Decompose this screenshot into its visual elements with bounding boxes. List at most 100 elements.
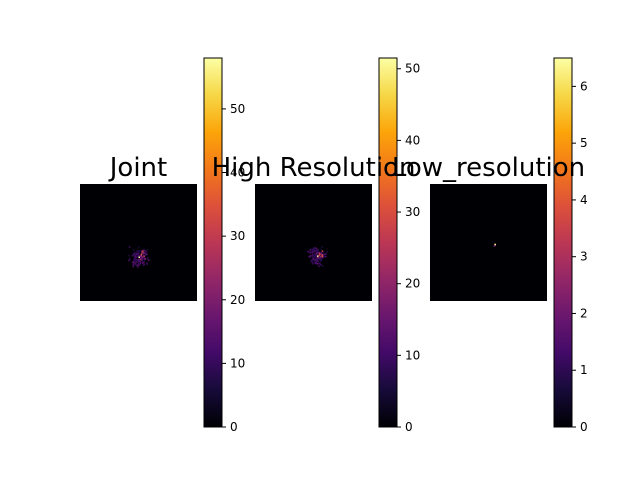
heatmap-pixel — [133, 259, 135, 262]
heatmap-pixel — [143, 252, 145, 255]
heatmap-pixel — [313, 251, 315, 253]
heatmap-pixel — [313, 249, 315, 251]
heatmap-pixel — [131, 261, 134, 263]
heatmap-pixel — [316, 251, 318, 254]
heatmap-pixel — [315, 250, 317, 252]
panel-low-resolution: 0 1 2 3 4 5 6 Low_resolution — [392, 57, 588, 434]
heatmap-pixel — [141, 252, 143, 254]
heatmap-pixel — [315, 254, 317, 256]
heatmap-pixel — [318, 252, 320, 254]
heatmap-pixel — [146, 258, 149, 261]
heatmap-pixel — [141, 261, 144, 264]
heatmap-pixel — [128, 246, 131, 248]
heatmap-pixel — [142, 257, 145, 260]
heatmap-pixel — [140, 257, 142, 259]
heatmap-pixel — [325, 253, 327, 255]
panel-joint: Joint 0 10 20 30 40 50 — [80, 57, 245, 434]
heatmap-pixel — [316, 252, 318, 255]
heatmap-pixel — [321, 254, 323, 257]
heatmap-pixel — [133, 251, 136, 253]
heatmap-pixel — [145, 250, 147, 253]
heatmap-pixel — [139, 259, 142, 262]
heatmap-pixel — [310, 259, 313, 261]
heatmap-pixel — [137, 258, 139, 261]
heatmap-joint — [80, 184, 197, 301]
heatmap-pixel — [148, 259, 150, 261]
heatmap-pixel — [321, 252, 323, 254]
heatmap-pixel — [141, 250, 143, 253]
heatmap-pixel — [136, 255, 138, 257]
heatmap-pixel — [316, 263, 318, 266]
colorbar-ticks-high-resolution: 0 10 20 30 40 50 — [397, 62, 420, 434]
heatmap-pixel — [141, 257, 144, 260]
heatmap-pixel — [321, 250, 324, 252]
heatmap-pixel — [318, 258, 320, 260]
heatmap-pixel — [315, 260, 317, 262]
heatmap-pixel — [143, 259, 145, 261]
heatmap-pixel — [142, 251, 144, 253]
heatmap-pixel — [140, 253, 143, 255]
heatmap-pixel — [132, 263, 135, 265]
heatmap-pixel — [132, 265, 135, 268]
heatmap-pixel — [308, 252, 311, 254]
heatmap-pixel — [141, 259, 143, 261]
heatmap-pixel — [319, 260, 322, 262]
heatmap-pixel — [137, 253, 140, 256]
heatmap-pixel — [139, 260, 141, 263]
heatmap-pixel — [135, 252, 137, 254]
heatmap-pixel — [311, 255, 313, 257]
heatmap-pixel — [138, 255, 140, 257]
heatmap-pixel — [323, 251, 325, 253]
heatmap-pixel — [144, 253, 146, 255]
colorbar-tick-label: 40 — [230, 166, 245, 180]
heatmap-pixel — [134, 257, 137, 259]
heatmap-pixel — [132, 254, 134, 256]
heatmap-pixel — [311, 249, 314, 251]
heatmap-high-resolution-pixels — [307, 246, 328, 267]
heatmap-pixel — [136, 253, 139, 256]
heatmap-pixel — [316, 262, 319, 265]
heatmap-pixel — [138, 262, 141, 264]
heatmap-pixel — [134, 253, 137, 255]
heatmap-pixel — [309, 249, 312, 251]
heatmap-pixel — [146, 249, 149, 251]
heatmap-pixel — [136, 250, 138, 253]
heatmap-pixel — [317, 255, 319, 257]
heatmap-pixel — [318, 255, 320, 257]
heatmap-pixel — [132, 249, 135, 251]
heatmap-pixel — [310, 256, 312, 258]
heatmap-pixel — [146, 262, 148, 265]
heatmap-pixel — [140, 254, 143, 256]
heatmap-pixel — [137, 260, 140, 262]
colorbar-tick-label: 1 — [580, 363, 588, 377]
heatmap-pixel — [317, 251, 320, 253]
heatmap-pixel — [147, 257, 149, 259]
heatmap-pixel — [320, 251, 322, 254]
colorbar-tick-label: 10 — [405, 348, 420, 362]
heatmap-pixel — [141, 256, 144, 258]
colorbar-tick-label: 20 — [405, 277, 420, 291]
heatmap-pixel — [317, 248, 319, 251]
heatmap-pixel — [137, 264, 140, 266]
heatmap-pixel — [138, 256, 140, 258]
heatmap-pixel — [318, 265, 320, 267]
heatmap-high-resolution — [255, 184, 372, 301]
heatmap-pixel — [139, 258, 142, 261]
heatmap-pixel — [321, 246, 323, 248]
colorbar-tick-label: 0 — [230, 420, 238, 434]
heatmap-pixel — [136, 256, 138, 258]
heatmap-pixel — [141, 249, 143, 252]
heatmap-pixel — [321, 253, 324, 256]
heatmap-pixel — [319, 263, 321, 265]
heatmap-pixel — [138, 258, 140, 261]
heatmap-pixel — [145, 254, 147, 256]
heatmap-pixel — [312, 257, 314, 260]
title-low-resolution: Low_resolution — [392, 153, 585, 183]
heatmap-pixel — [143, 249, 146, 252]
heatmap-pixel — [318, 262, 320, 265]
colorbar-tick-label: 2 — [580, 306, 588, 320]
colorbar-tick-label: 4 — [580, 193, 588, 207]
heatmap-pixel — [317, 260, 320, 262]
heatmap-pixel — [142, 264, 144, 267]
